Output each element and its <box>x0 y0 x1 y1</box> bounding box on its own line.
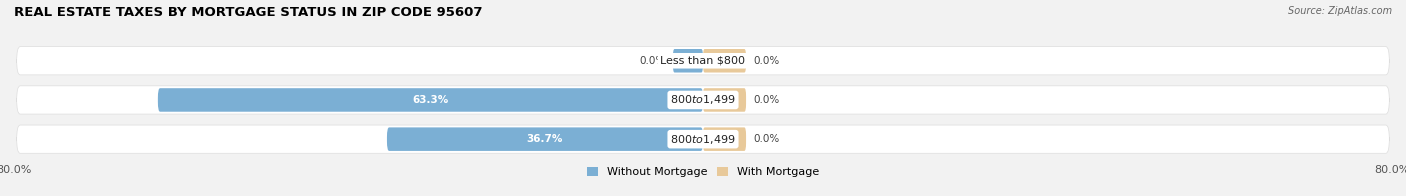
FancyBboxPatch shape <box>17 47 1389 75</box>
Text: REAL ESTATE TAXES BY MORTGAGE STATUS IN ZIP CODE 95607: REAL ESTATE TAXES BY MORTGAGE STATUS IN … <box>14 6 482 19</box>
FancyBboxPatch shape <box>387 127 703 151</box>
Text: 63.3%: 63.3% <box>412 95 449 105</box>
FancyBboxPatch shape <box>703 127 747 151</box>
Legend: Without Mortgage, With Mortgage: Without Mortgage, With Mortgage <box>582 162 824 182</box>
FancyBboxPatch shape <box>703 88 747 112</box>
Text: 36.7%: 36.7% <box>527 134 564 144</box>
FancyBboxPatch shape <box>673 49 703 73</box>
Text: 0.0%: 0.0% <box>640 56 666 66</box>
FancyBboxPatch shape <box>17 86 1389 114</box>
Text: 0.0%: 0.0% <box>754 134 779 144</box>
Text: $800 to $1,499: $800 to $1,499 <box>671 93 735 106</box>
Text: Source: ZipAtlas.com: Source: ZipAtlas.com <box>1288 6 1392 16</box>
Text: 0.0%: 0.0% <box>754 56 779 66</box>
FancyBboxPatch shape <box>157 88 703 112</box>
FancyBboxPatch shape <box>703 49 747 73</box>
FancyBboxPatch shape <box>17 125 1389 153</box>
Text: Less than $800: Less than $800 <box>661 56 745 66</box>
Text: $800 to $1,499: $800 to $1,499 <box>671 133 735 146</box>
Text: 0.0%: 0.0% <box>754 95 779 105</box>
